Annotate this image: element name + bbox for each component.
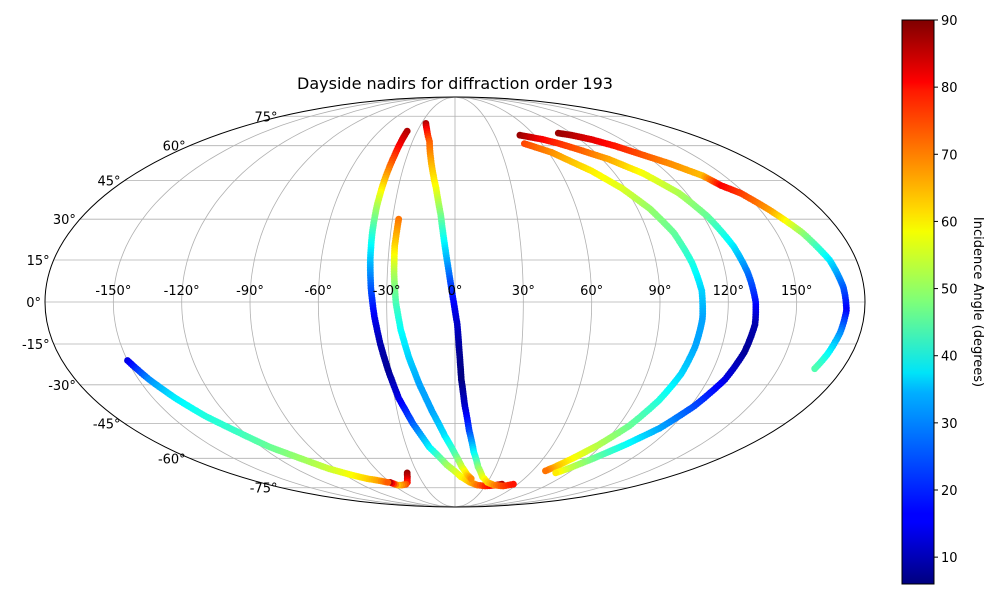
colorbar-tick-label: 50: [941, 283, 958, 298]
latitude-tick-label: -60°: [158, 452, 186, 467]
latitude-tick-label: -15°: [22, 338, 50, 353]
longitude-tick-label: 90°: [648, 284, 671, 299]
longitude-tick-label: 60°: [580, 284, 603, 299]
colorbar-tick-label: 60: [941, 215, 958, 230]
data-tracks: [124, 120, 850, 490]
longitude-tick-label: 30°: [512, 284, 535, 299]
data-point: [811, 365, 819, 373]
latitude-tick-label: 45°: [98, 175, 121, 190]
data-point: [510, 480, 517, 488]
colorbar: [901, 19, 935, 585]
latitude-tick-label: 0°: [26, 296, 41, 311]
longitude-tick-label: 0°: [448, 284, 463, 299]
latitude-tick-label: 15°: [27, 254, 50, 269]
colorbar-label: Incidence Angle (degrees): [970, 217, 985, 387]
colorbar-tick-label: 80: [941, 81, 958, 96]
map-boundary: [44, 96, 866, 508]
longitude-tick-label: -30°: [373, 284, 401, 299]
data-point: [542, 467, 549, 475]
longitude-tick-labels: -150° -120° -90° -60° -30° 0° 30° 60° 90° 120° 150…: [95, 284, 812, 299]
latitude-tick-label: -75°: [250, 482, 278, 497]
colorbar-tick-label: 30: [941, 417, 958, 432]
latitude-tick-label: 30°: [53, 213, 76, 228]
colorbar-tick-label: 90: [941, 14, 958, 29]
chart-title: Dayside nadirs for diffraction order 193: [297, 74, 613, 93]
latitude-tick-label: 60°: [163, 140, 186, 155]
colorbar-tick-label: 70: [941, 148, 958, 163]
latitude-tick-label: -45°: [93, 417, 121, 432]
colorbar-ticks: 10 20 30 40 50 60 70 80 90: [934, 14, 958, 566]
data-point: [467, 475, 475, 483]
colorbar-tick-label: 10: [941, 551, 958, 566]
latitude-tick-label: 75°: [254, 110, 277, 125]
data-point: [552, 469, 560, 477]
colorbar-tick-label: 20: [941, 484, 958, 499]
longitude-tick-label: 150°: [781, 284, 812, 299]
longitude-tick-label: -150°: [95, 284, 131, 299]
latitude-tick-label: -30°: [48, 379, 76, 394]
colorbar-tick-label: 40: [941, 350, 958, 365]
data-point: [384, 479, 392, 486]
longitude-tick-label: -90°: [236, 284, 264, 299]
longitude-tick-label: -120°: [164, 284, 200, 299]
latitude-tick-labels: -75° -60° -45° -30° -15° 0° 15° 30° 45° 60° 75°: [22, 110, 278, 496]
longitude-tick-label: -60°: [304, 284, 332, 299]
longitude-tick-label: 120°: [713, 284, 744, 299]
